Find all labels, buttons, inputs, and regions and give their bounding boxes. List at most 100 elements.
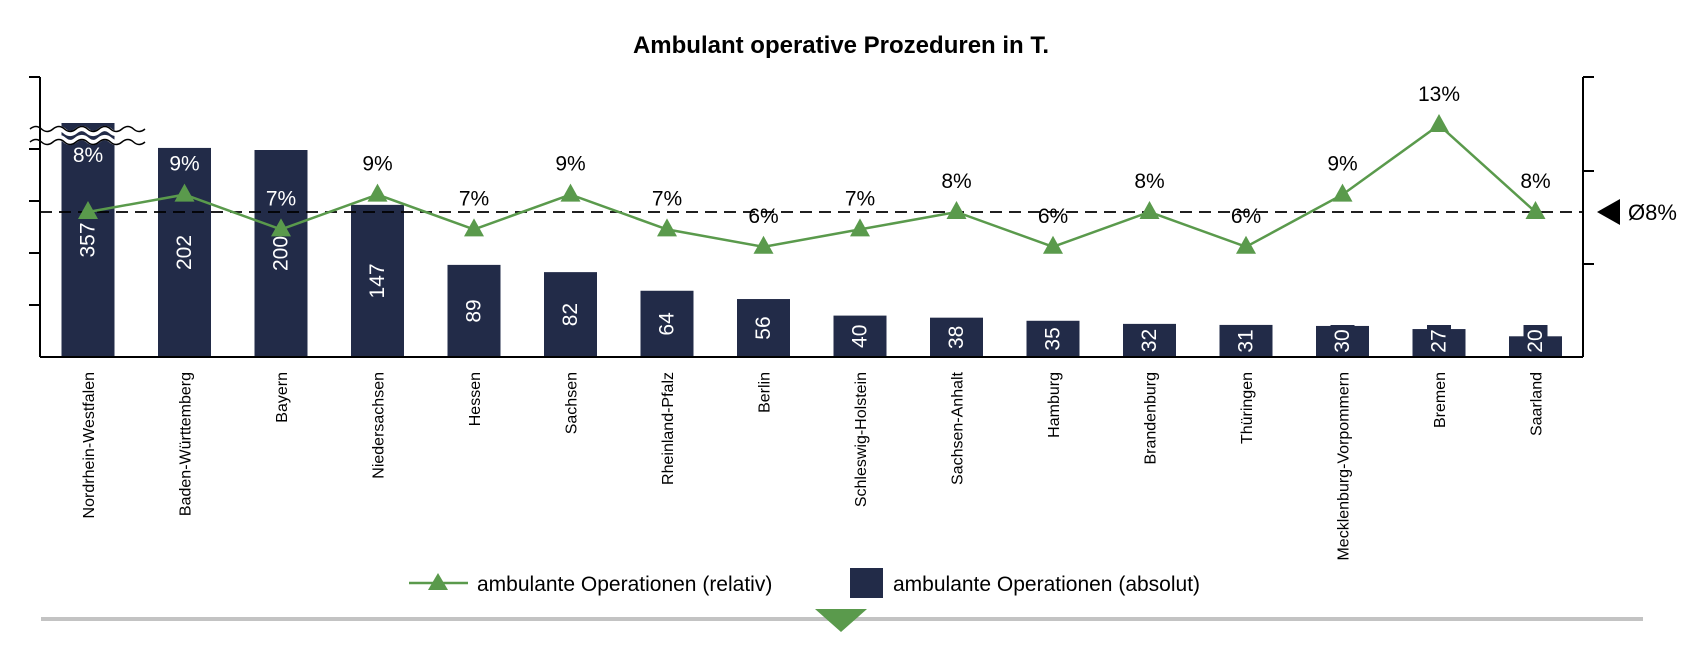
bar-value-label: 64 [656,312,679,336]
relative-value-label: 9% [362,153,392,176]
bar [833,315,887,357]
category-label: Brandenburg [1143,372,1160,465]
relative-value-label: 8% [941,170,971,193]
category-label: Baden-Württemberg [178,372,195,516]
relative-point-triangle [657,218,677,237]
category-label: Sachsen-Anhalt [950,371,967,485]
bar [1219,324,1273,357]
bar [1509,336,1562,357]
relative-point-triangle [174,183,195,202]
expand-arrow-icon[interactable] [815,609,867,632]
relative-series-line [87,123,1537,249]
category-label: Niedersachsen [371,372,388,479]
line-layer: 8% 9% 7% 9% 7% 9% 7% 6% 7% 8% 6% 8% 6% 9% 13% 8% [73,83,1551,254]
relative-point-triangle [464,218,484,237]
axis-break-gap [28,126,147,136]
relative-point-triangle [78,201,98,219]
category-label: Hessen [467,372,484,426]
relative-value-label: 9% [1327,153,1357,176]
legend-bar-label: ambulante Operationen (absolut) [893,573,1200,596]
bar-value-label: 147 [366,263,389,298]
bar [158,147,211,357]
bar-value-label: 38 [945,326,968,349]
relative-point-triangle [850,218,870,237]
bar [640,290,694,357]
bar [1316,325,1369,357]
legend-bar-swatch [850,568,883,598]
bar [447,264,501,357]
bar-value-label: 200 [270,236,293,271]
relative-point-triangle [1043,235,1063,254]
category-label: Saarland [1529,372,1546,436]
legend: ambulante Operationen (relativ) ambulant… [409,568,1200,598]
relative-value-label: 8% [1520,170,1550,193]
relative-value-label: 9% [169,153,199,176]
axis-break-mark [29,138,146,146]
relative-value-label: 8% [1134,170,1164,193]
relative-point-triangle [367,183,388,202]
relative-point-triangle [1525,201,1546,219]
relative-point-triangle [753,235,774,254]
legend-triangle-icon [428,573,448,590]
axis-break-gap [28,135,147,145]
category-label: Bremen [1432,372,1449,428]
bar-value-label: 35 [1042,327,1065,350]
relative-point-triangle [1139,201,1160,219]
category-label: Schleswig-Holstein [853,372,870,507]
bar [351,204,404,357]
legend-line-label: ambulante Operationen (relativ) [477,573,772,596]
average-marker: Ø8% [1597,199,1677,225]
bar-value-label: 31 [1235,329,1258,352]
average-label: Ø8% [1628,200,1677,225]
category-label: Rheinland-Pfalz [660,372,677,485]
bar-value-label: 20 [1524,329,1547,352]
category-label: Mecklenburg-Vorpommern [1336,372,1353,561]
bar-value-label: 27 [1428,329,1451,352]
bars-layer: 357 202 200 147 89 82 64 56 40 38 35 32 31 30 27 20 [28,123,1562,357]
relative-value-label: 7% [652,187,682,210]
bar [1123,323,1176,357]
relative-point-triangle [560,183,581,202]
relative-value-label: 7% [266,187,296,210]
relative-value-label: 8% [73,144,103,167]
bar [254,150,308,357]
bar-label-background [1427,325,1451,331]
relative-value-label: 6% [1038,205,1068,228]
axis-break-mark [29,125,146,133]
category-label: Thüringen [1239,372,1256,444]
bar [930,317,983,357]
axes-layer [29,76,1594,358]
bar-value-label: 357 [77,222,100,257]
relative-value-label: 7% [845,187,875,210]
bar-value-label: 30 [1331,329,1354,352]
bar [1026,320,1080,357]
bar-value-label: 56 [752,316,775,339]
bar [1412,329,1466,357]
relative-point-triangle [946,201,967,219]
relative-point-triangle [271,218,291,237]
relative-point-triangle [1429,114,1449,132]
category-label: Hamburg [1046,372,1063,438]
bar-value-label: 202 [173,235,196,270]
bar [544,272,597,357]
relative-value-label: 6% [1231,205,1261,228]
average-triangle-icon [1597,199,1620,225]
category-label: Sachsen [564,372,581,434]
bar-value-label: 40 [849,325,872,348]
relative-point-triangle [1332,183,1353,202]
relative-value-label: 7% [459,187,489,210]
bar-value-label: 82 [559,303,582,326]
chart-title: Ambulant operative Prozeduren in T. [633,32,1049,59]
category-labels: Nordrhein-Westfalen Baden-Württemberg Baye… [81,371,1546,560]
relative-point-triangle [1236,235,1256,254]
category-label: Nordrhein-Westfalen [81,372,98,518]
bar-label-background [1523,325,1548,338]
category-label: Berlin [757,372,774,413]
relative-value-label: 6% [748,205,778,228]
bar [737,299,790,357]
bar-label-background [1330,325,1355,327]
relative-value-label: 9% [555,153,585,176]
relative-value-label: 13% [1418,83,1460,106]
bar-value-label: 32 [1138,329,1161,352]
